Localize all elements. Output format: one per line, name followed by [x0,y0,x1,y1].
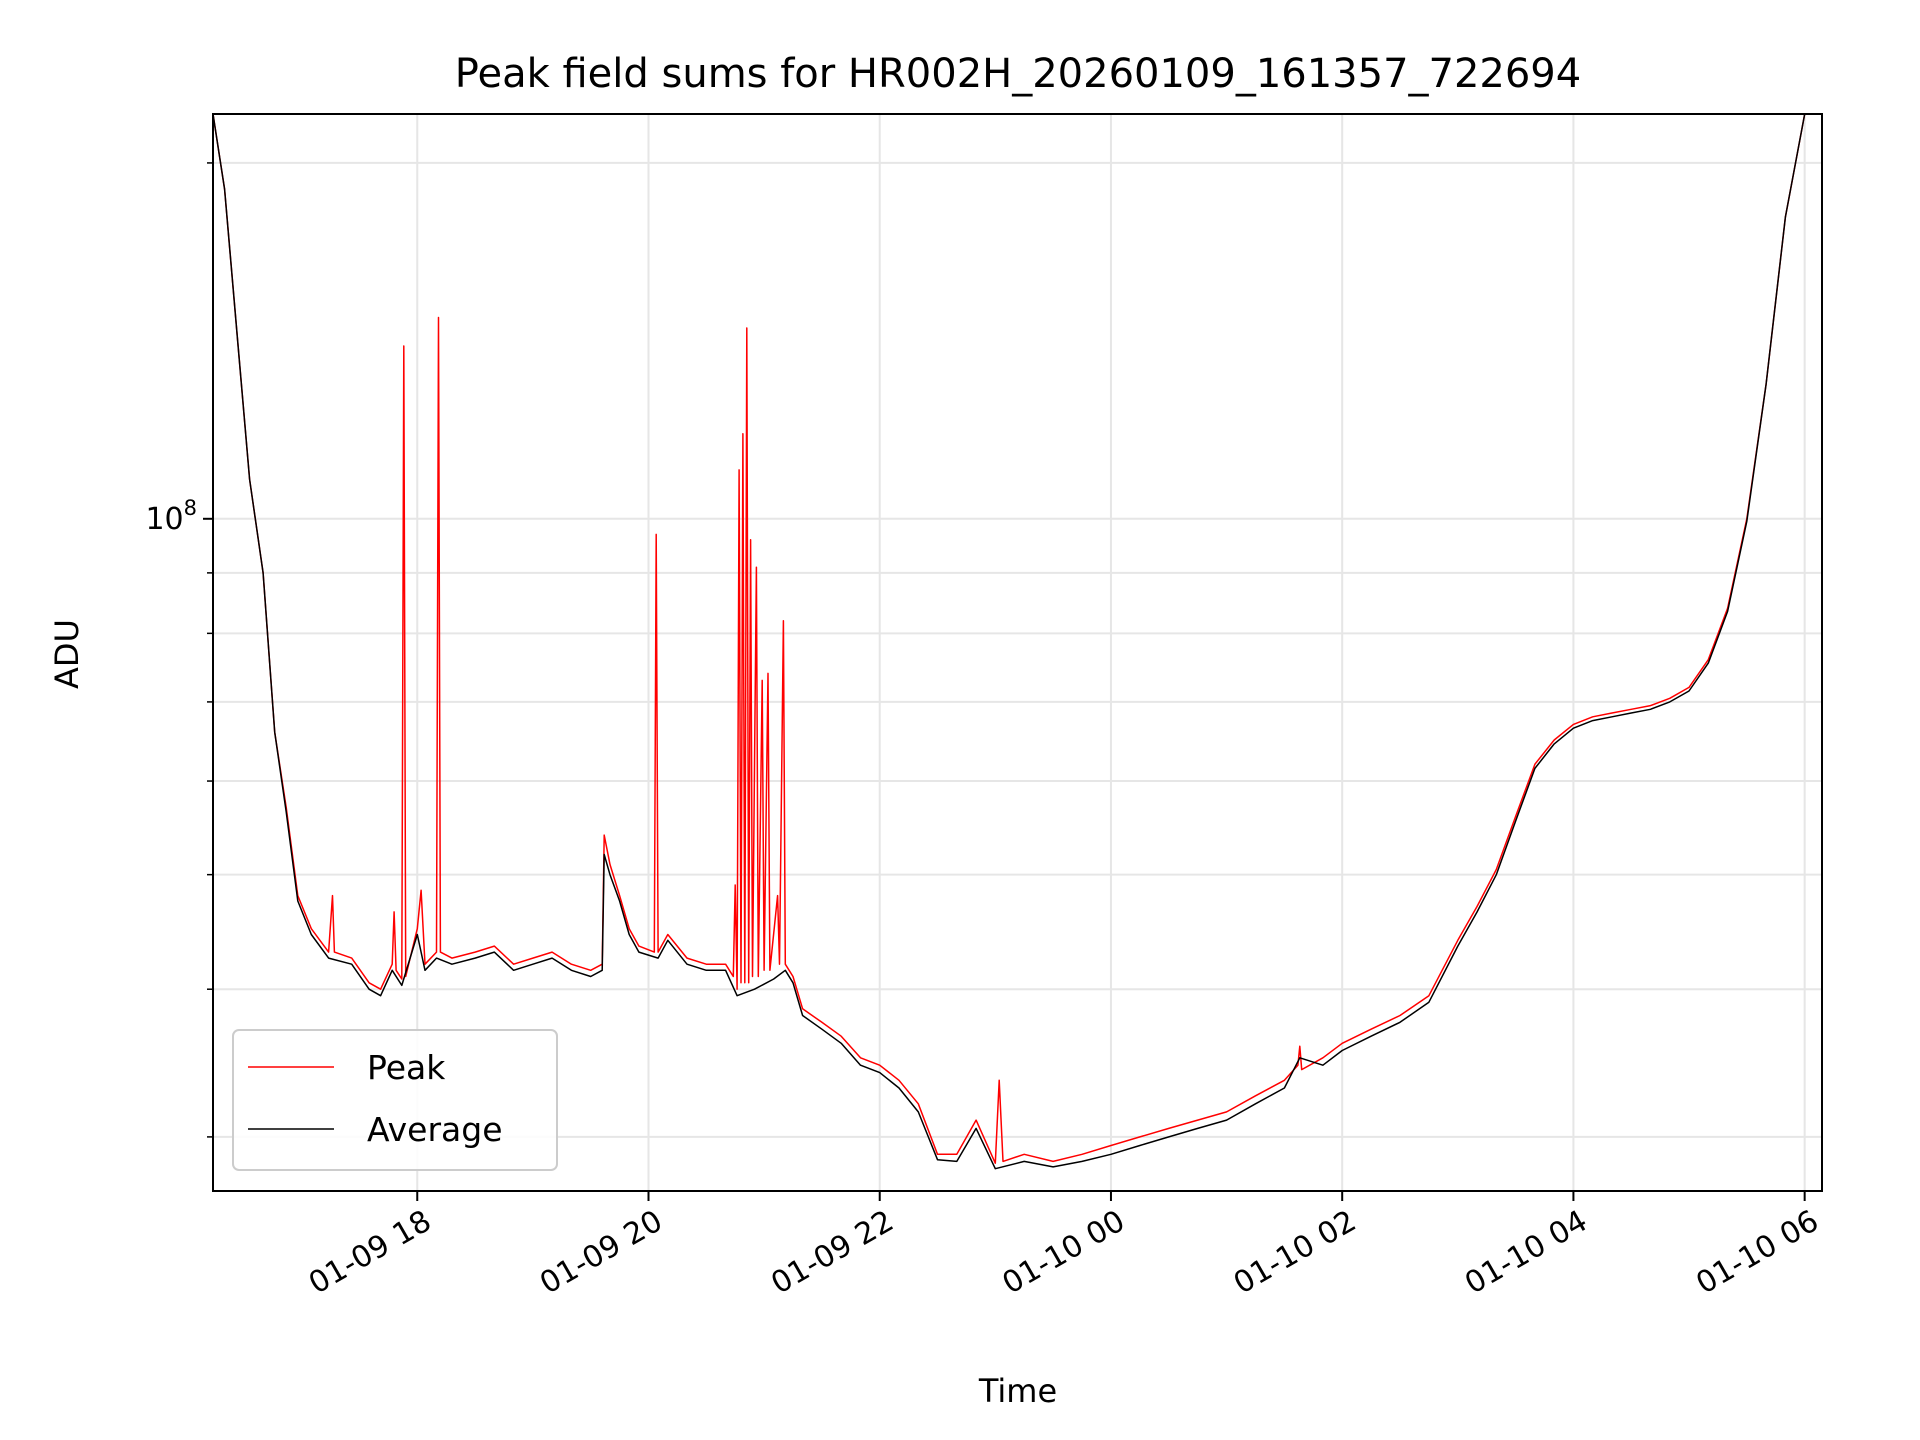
chart-title: Peak field sums for HR002H_20260109_1613… [455,51,1581,97]
y-axis-label: ADU [48,619,86,689]
x-tick-label: 01-10 02 [1228,1204,1362,1302]
series-line-peak [213,114,1806,1164]
x-tick-label: 01-10 00 [997,1204,1131,1302]
y-tick-label-base: 10 [145,502,183,537]
legend-box [232,1029,558,1171]
x-tick-label: 01-09 18 [303,1204,437,1302]
x-tick-label: 01-10 06 [1690,1204,1824,1302]
x-tick-label: 01-09 22 [765,1204,899,1302]
grid [213,114,1822,1191]
legend-label-peak: Peak [367,1048,446,1087]
x-tick-label: 01-10 04 [1459,1204,1593,1302]
legend: Peak Average [232,1029,558,1171]
plot-area-frame [212,113,1823,1192]
x-axis-label: Time [978,1372,1057,1410]
series-line-average [213,114,1806,1170]
y-tick-label: 108 [145,496,197,537]
plot-lines [213,114,1806,1170]
y-tick-label-exponent: 8 [184,496,197,520]
x-tick-label: 01-09 20 [534,1204,668,1302]
legend-label-average: Average [367,1110,503,1149]
